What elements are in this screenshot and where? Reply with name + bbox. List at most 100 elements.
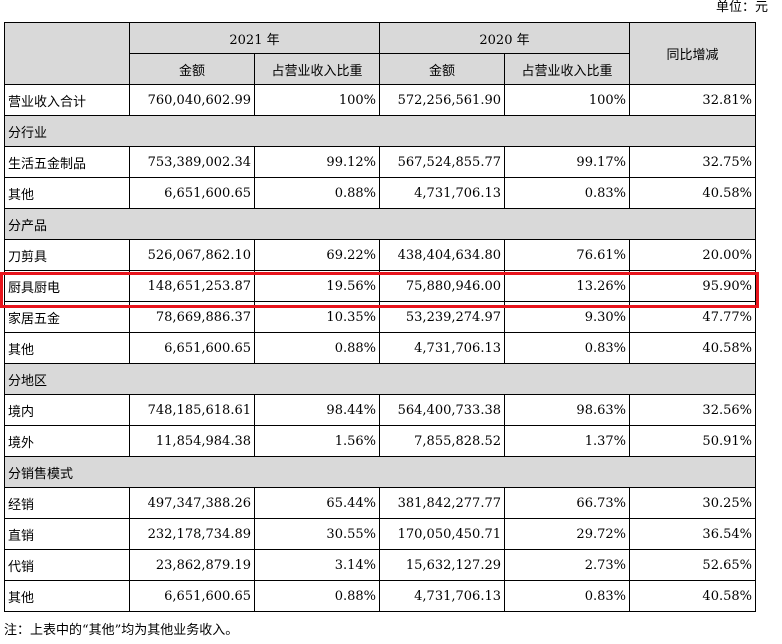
section-label: 分地区 — [4, 363, 756, 395]
header-amount-2021: 金额 — [129, 53, 255, 85]
share-2020-cell: 9.30% — [504, 301, 630, 333]
row-label: 经销 — [4, 487, 130, 519]
amount-2021-cell: 497,347,388.26 — [129, 487, 255, 519]
amount-2021-cell: 760,040,602.99 — [129, 84, 255, 116]
amount-2021-cell: 148,651,253.87 — [129, 270, 255, 302]
amount-2021-cell: 753,389,002.34 — [129, 146, 255, 178]
row-label: 代销 — [4, 549, 130, 581]
share-2020-cell: 100% — [504, 84, 630, 116]
table-header: 2021 年 2020 年 同比增减 金额 占营业收入比重 金额 占营业收入比重 — [4, 22, 756, 85]
header-amount-2020: 金额 — [379, 53, 505, 85]
share-2021-cell: 3.14% — [254, 549, 380, 581]
amount-2020-cell: 4,731,706.13 — [379, 177, 505, 209]
table-row: 境外 11,854,984.38 1.56% 7,855,828.52 1.37% 50.… — [4, 425, 756, 457]
section-label: 分行业 — [4, 115, 756, 147]
amount-2020-cell: 564,400,733.38 — [379, 394, 505, 426]
amount-2020-cell: 572,256,561.90 — [379, 84, 505, 116]
yoy-cell: 95.90% — [629, 270, 756, 302]
amount-2020-cell: 438,404,634.80 — [379, 239, 505, 271]
table-row: 境内 748,185,618.61 98.44% 564,400,733.38 98.6… — [4, 394, 756, 426]
revenue-table: 2021 年 2020 年 同比增减 金额 占营业收入比重 金额 占营业收入比重… — [4, 22, 756, 612]
amount-2021-cell: 748,185,618.61 — [129, 394, 255, 426]
amount-2020-cell: 53,239,274.97 — [379, 301, 505, 333]
yoy-cell: 47.77% — [629, 301, 756, 333]
share-2020-cell: 13.26% — [504, 270, 630, 302]
amount-2021-cell: 526,067,862.10 — [129, 239, 255, 271]
section-row: 分地区 — [4, 363, 756, 395]
share-2021-cell: 65.44% — [254, 487, 380, 519]
share-2021-cell: 99.12% — [254, 146, 380, 178]
section-row: 分行业 — [4, 115, 756, 147]
share-2021-cell: 0.88% — [254, 177, 380, 209]
row-label: 境外 — [4, 425, 130, 457]
row-label: 直销 — [4, 518, 130, 550]
yoy-cell: 40.58% — [629, 177, 756, 209]
row-label: 其他 — [4, 580, 130, 612]
share-2021-cell: 69.22% — [254, 239, 380, 271]
table-row: 厨具厨电 148,651,253.87 19.56% 75,880,946.00 13.… — [4, 270, 756, 302]
row-label: 其他 — [4, 177, 130, 209]
amount-2020-cell: 15,632,127.29 — [379, 549, 505, 581]
row-label: 家居五金 — [4, 301, 130, 333]
table-row: 其他 6,651,600.65 0.88% 4,731,706.13 0.83% 40.5… — [4, 177, 756, 209]
share-2020-cell: 0.83% — [504, 332, 630, 364]
row-label: 营业收入合计 — [4, 84, 130, 116]
share-2020-cell: 2.73% — [504, 549, 630, 581]
share-2020-cell: 29.72% — [504, 518, 630, 550]
amount-2020-cell: 567,524,855.77 — [379, 146, 505, 178]
section-label: 分销售模式 — [4, 456, 756, 488]
section-row: 分销售模式 — [4, 456, 756, 488]
header-share-2021: 占营业收入比重 — [254, 53, 380, 85]
footnote: 注：上表中的“其他”均为其他业务收入。 — [4, 623, 239, 638]
row-label: 厨具厨电 — [4, 270, 130, 302]
yoy-cell: 20.00% — [629, 239, 756, 271]
amount-2021-cell: 23,862,879.19 — [129, 549, 255, 581]
share-2021-cell: 19.56% — [254, 270, 380, 302]
amount-2021-cell: 6,651,600.65 — [129, 177, 255, 209]
header-yoy: 同比增减 — [629, 22, 756, 85]
row-label: 刀剪具 — [4, 239, 130, 271]
share-2021-cell: 1.56% — [254, 425, 380, 457]
table-row: 营业收入合计 760,040,602.99 100% 572,256,561.90 10… — [4, 84, 756, 116]
yoy-cell: 40.58% — [629, 332, 756, 364]
amount-2021-cell: 6,651,600.65 — [129, 580, 255, 612]
header-share-2020: 占营业收入比重 — [504, 53, 630, 85]
yoy-cell: 52.65% — [629, 549, 756, 581]
header-blank-cell — [4, 22, 130, 85]
share-2021-cell: 0.88% — [254, 580, 380, 612]
table-row: 刀剪具 526,067,862.10 69.22% 438,404,634.80 76.… — [4, 239, 756, 271]
yoy-cell: 36.54% — [629, 518, 756, 550]
share-2020-cell: 76.61% — [504, 239, 630, 271]
table-row: 代销 23,862,879.19 3.14% 15,632,127.29 2.73% 52… — [4, 549, 756, 581]
amount-2020-cell: 4,731,706.13 — [379, 332, 505, 364]
share-2020-cell: 98.63% — [504, 394, 630, 426]
table-row: 生活五金制品 753,389,002.34 99.12% 567,524,855.77… — [4, 146, 756, 178]
share-2021-cell: 0.88% — [254, 332, 380, 364]
header-year-2020: 2020 年 — [379, 22, 630, 54]
share-2020-cell: 0.83% — [504, 580, 630, 612]
amount-2021-cell: 11,854,984.38 — [129, 425, 255, 457]
yoy-cell: 32.56% — [629, 394, 756, 426]
share-2020-cell: 66.73% — [504, 487, 630, 519]
yoy-cell: 40.58% — [629, 580, 756, 612]
section-row: 分产品 — [4, 208, 756, 240]
yoy-cell: 50.91% — [629, 425, 756, 457]
amount-2020-cell: 4,731,706.13 — [379, 580, 505, 612]
amount-2020-cell: 170,050,450.71 — [379, 518, 505, 550]
row-label: 生活五金制品 — [4, 146, 130, 178]
section-label: 分产品 — [4, 208, 756, 240]
amount-2021-cell: 232,178,734.89 — [129, 518, 255, 550]
amount-2020-cell: 381,842,277.77 — [379, 487, 505, 519]
amount-2021-cell: 6,651,600.65 — [129, 332, 255, 364]
amount-2020-cell: 75,880,946.00 — [379, 270, 505, 302]
table-row: 其他 6,651,600.65 0.88% 4,731,706.13 0.83% 40.5… — [4, 580, 756, 612]
amount-2020-cell: 7,855,828.52 — [379, 425, 505, 457]
table-row: 其他 6,651,600.65 0.88% 4,731,706.13 0.83% 40.5… — [4, 332, 756, 364]
unit-label: 单位：元 — [715, 0, 768, 15]
header-year-2021: 2021 年 — [129, 22, 380, 54]
table-body: 营业收入合计 760,040,602.99 100% 572,256,561.90 10… — [4, 84, 756, 612]
yoy-cell: 32.75% — [629, 146, 756, 178]
amount-2021-cell: 78,669,886.37 — [129, 301, 255, 333]
share-2020-cell: 0.83% — [504, 177, 630, 209]
table-row: 直销 232,178,734.89 30.55% 170,050,450.71 29.7… — [4, 518, 756, 550]
